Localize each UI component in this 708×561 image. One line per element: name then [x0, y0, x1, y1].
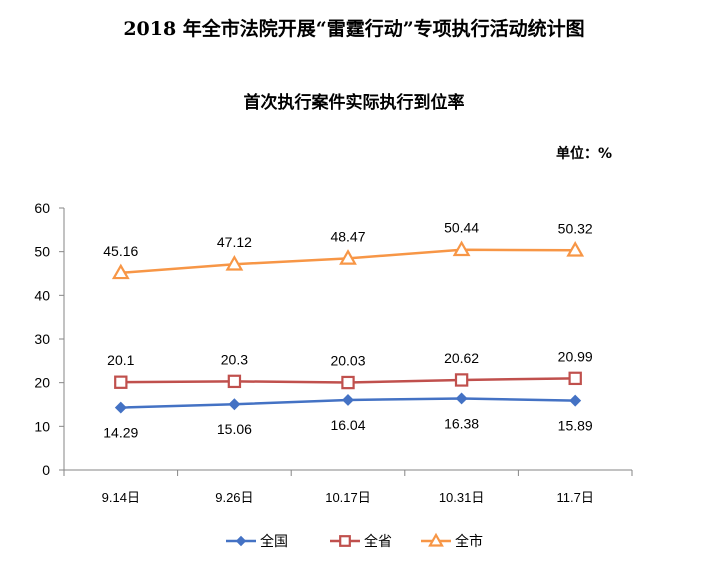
- data-label: 20.1: [107, 352, 134, 368]
- y-tick-label: 40: [34, 287, 50, 303]
- data-point: [566, 241, 585, 257]
- series-全国: 14.29 15.06 16.04 16.38 15.89: [103, 392, 593, 441]
- data-point: [455, 392, 468, 405]
- data-label: 20.3: [221, 351, 248, 367]
- data-point: [452, 240, 471, 257]
- y-tick-label: 0: [42, 462, 50, 478]
- legend-marker: [235, 535, 247, 547]
- data-label: 45.16: [103, 243, 138, 259]
- data-point: [228, 398, 241, 411]
- chart-title: 2018 年全市法院开展“雷霆行动”专项执行活动统计图: [123, 18, 585, 40]
- data-label: 50.44: [444, 220, 479, 236]
- y-tick-label: 60: [34, 200, 50, 216]
- chart-subtitle: 首次执行案件实际执行到位率: [243, 93, 465, 113]
- data-point: [227, 374, 242, 389]
- y-tick-label: 30: [34, 331, 50, 347]
- y-tick-label: 50: [34, 244, 50, 260]
- legend-marker: [339, 535, 351, 547]
- data-point: [341, 375, 355, 390]
- legend-label: 全国: [260, 533, 288, 549]
- unit-label: 单位：%: [556, 146, 613, 162]
- data-point: [339, 249, 357, 265]
- chart-legend: 全国 全省 全市: [226, 532, 483, 549]
- data-point: [342, 394, 354, 406]
- data-label: 20.03: [330, 353, 365, 369]
- legend-label: 全市: [455, 533, 483, 549]
- legend-item-全省: 全省: [330, 533, 392, 549]
- data-point: [111, 263, 130, 280]
- data-label: 20.62: [444, 350, 479, 366]
- chart-axes: 0 10 20 30 40 50 60 9.14日 9.26日 10.17日 10.31日 11.7日: [34, 200, 633, 505]
- series-全省: 20.1 20.3 20.03 20.62 20.99: [107, 348, 593, 390]
- data-label: 14.29: [103, 425, 138, 441]
- data-label: 16.04: [330, 417, 365, 433]
- data-label: 48.47: [330, 228, 365, 244]
- data-point: [569, 394, 582, 407]
- data-point: [225, 255, 244, 271]
- series-全市: 45.16 47.12 48.47 50.44 50.32: [103, 220, 593, 280]
- data-point: [454, 373, 469, 387]
- data-point: [114, 401, 127, 414]
- x-tick-label: 9.14日: [102, 490, 140, 505]
- legend-marker: [428, 532, 444, 547]
- data-point: [568, 371, 582, 386]
- x-tick-label: 10.17日: [325, 490, 371, 505]
- data-label: 15.89: [558, 418, 593, 434]
- y-tick-label: 20: [34, 375, 50, 391]
- x-tick-label: 11.7日: [557, 490, 594, 505]
- legend-item-全市: 全市: [421, 532, 483, 549]
- data-label: 50.32: [558, 220, 593, 236]
- data-label: 16.38: [444, 415, 479, 431]
- data-label: 15.06: [217, 421, 252, 437]
- legend-item-全国: 全国: [226, 533, 288, 549]
- data-point: [114, 375, 128, 389]
- x-tick-label: 10.31日: [439, 490, 485, 505]
- x-tick-label: 9.26日: [215, 490, 253, 505]
- data-label: 47.12: [217, 234, 252, 250]
- data-label: 20.99: [558, 348, 593, 364]
- legend-label: 全省: [364, 533, 392, 549]
- y-tick-label: 10: [34, 418, 50, 434]
